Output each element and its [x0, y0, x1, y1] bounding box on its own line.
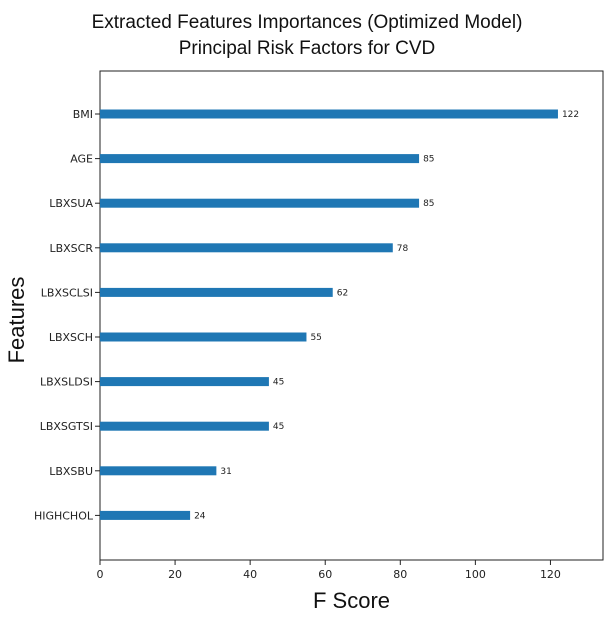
y-tick-label: LBXSCR: [49, 242, 93, 255]
x-tick-label: 120: [540, 568, 561, 581]
y-tick-label: LBXSCH: [49, 331, 93, 344]
y-tick-label: LBXSGTSI: [40, 420, 93, 433]
bar: [100, 287, 333, 297]
data-label: 45: [273, 422, 284, 432]
y-tick-label: LBXSCLSI: [41, 286, 93, 299]
y-tick-label: BMI: [73, 108, 93, 121]
x-tick-label: 80: [393, 568, 407, 581]
data-label: 122: [562, 110, 579, 120]
bar: [100, 421, 269, 431]
bar: [100, 109, 558, 119]
data-label: 24: [194, 511, 206, 521]
y-tick-label: LBXSLDSI: [40, 376, 93, 389]
x-axis-label: F Score: [312, 588, 391, 613]
x-tick-label: 100: [465, 568, 486, 581]
x-tick-label: 60: [318, 568, 332, 581]
bar: [100, 198, 420, 208]
data-label: 78: [397, 244, 409, 254]
x-tick-label: 0: [97, 568, 104, 581]
data-label: 45: [273, 378, 284, 388]
y-tick-label: AGE: [70, 153, 93, 166]
data-label: 62: [337, 288, 348, 298]
data-label: 31: [220, 467, 231, 477]
bar: [100, 510, 191, 520]
bar: [100, 243, 393, 253]
y-tick-label: LBXSBU: [49, 465, 93, 478]
chart-subtitle: Principal Risk Factors for CVD: [178, 38, 436, 59]
plot-frame: [99, 70, 604, 561]
bar: [100, 377, 269, 387]
y-tick-label: LBXSUA: [49, 197, 93, 210]
data-label: 85: [423, 199, 434, 209]
chart-title: Extracted Features Importances (Optimize…: [91, 12, 523, 33]
data-label: 85: [423, 155, 434, 165]
x-tick-label: 20: [168, 568, 182, 581]
bar: [100, 466, 217, 476]
data-label: 55: [310, 333, 321, 343]
y-tick-label: HIGHCHOL: [34, 509, 94, 522]
bar: [100, 332, 307, 342]
x-tick-label: 40: [243, 568, 257, 581]
bar: [100, 154, 420, 164]
